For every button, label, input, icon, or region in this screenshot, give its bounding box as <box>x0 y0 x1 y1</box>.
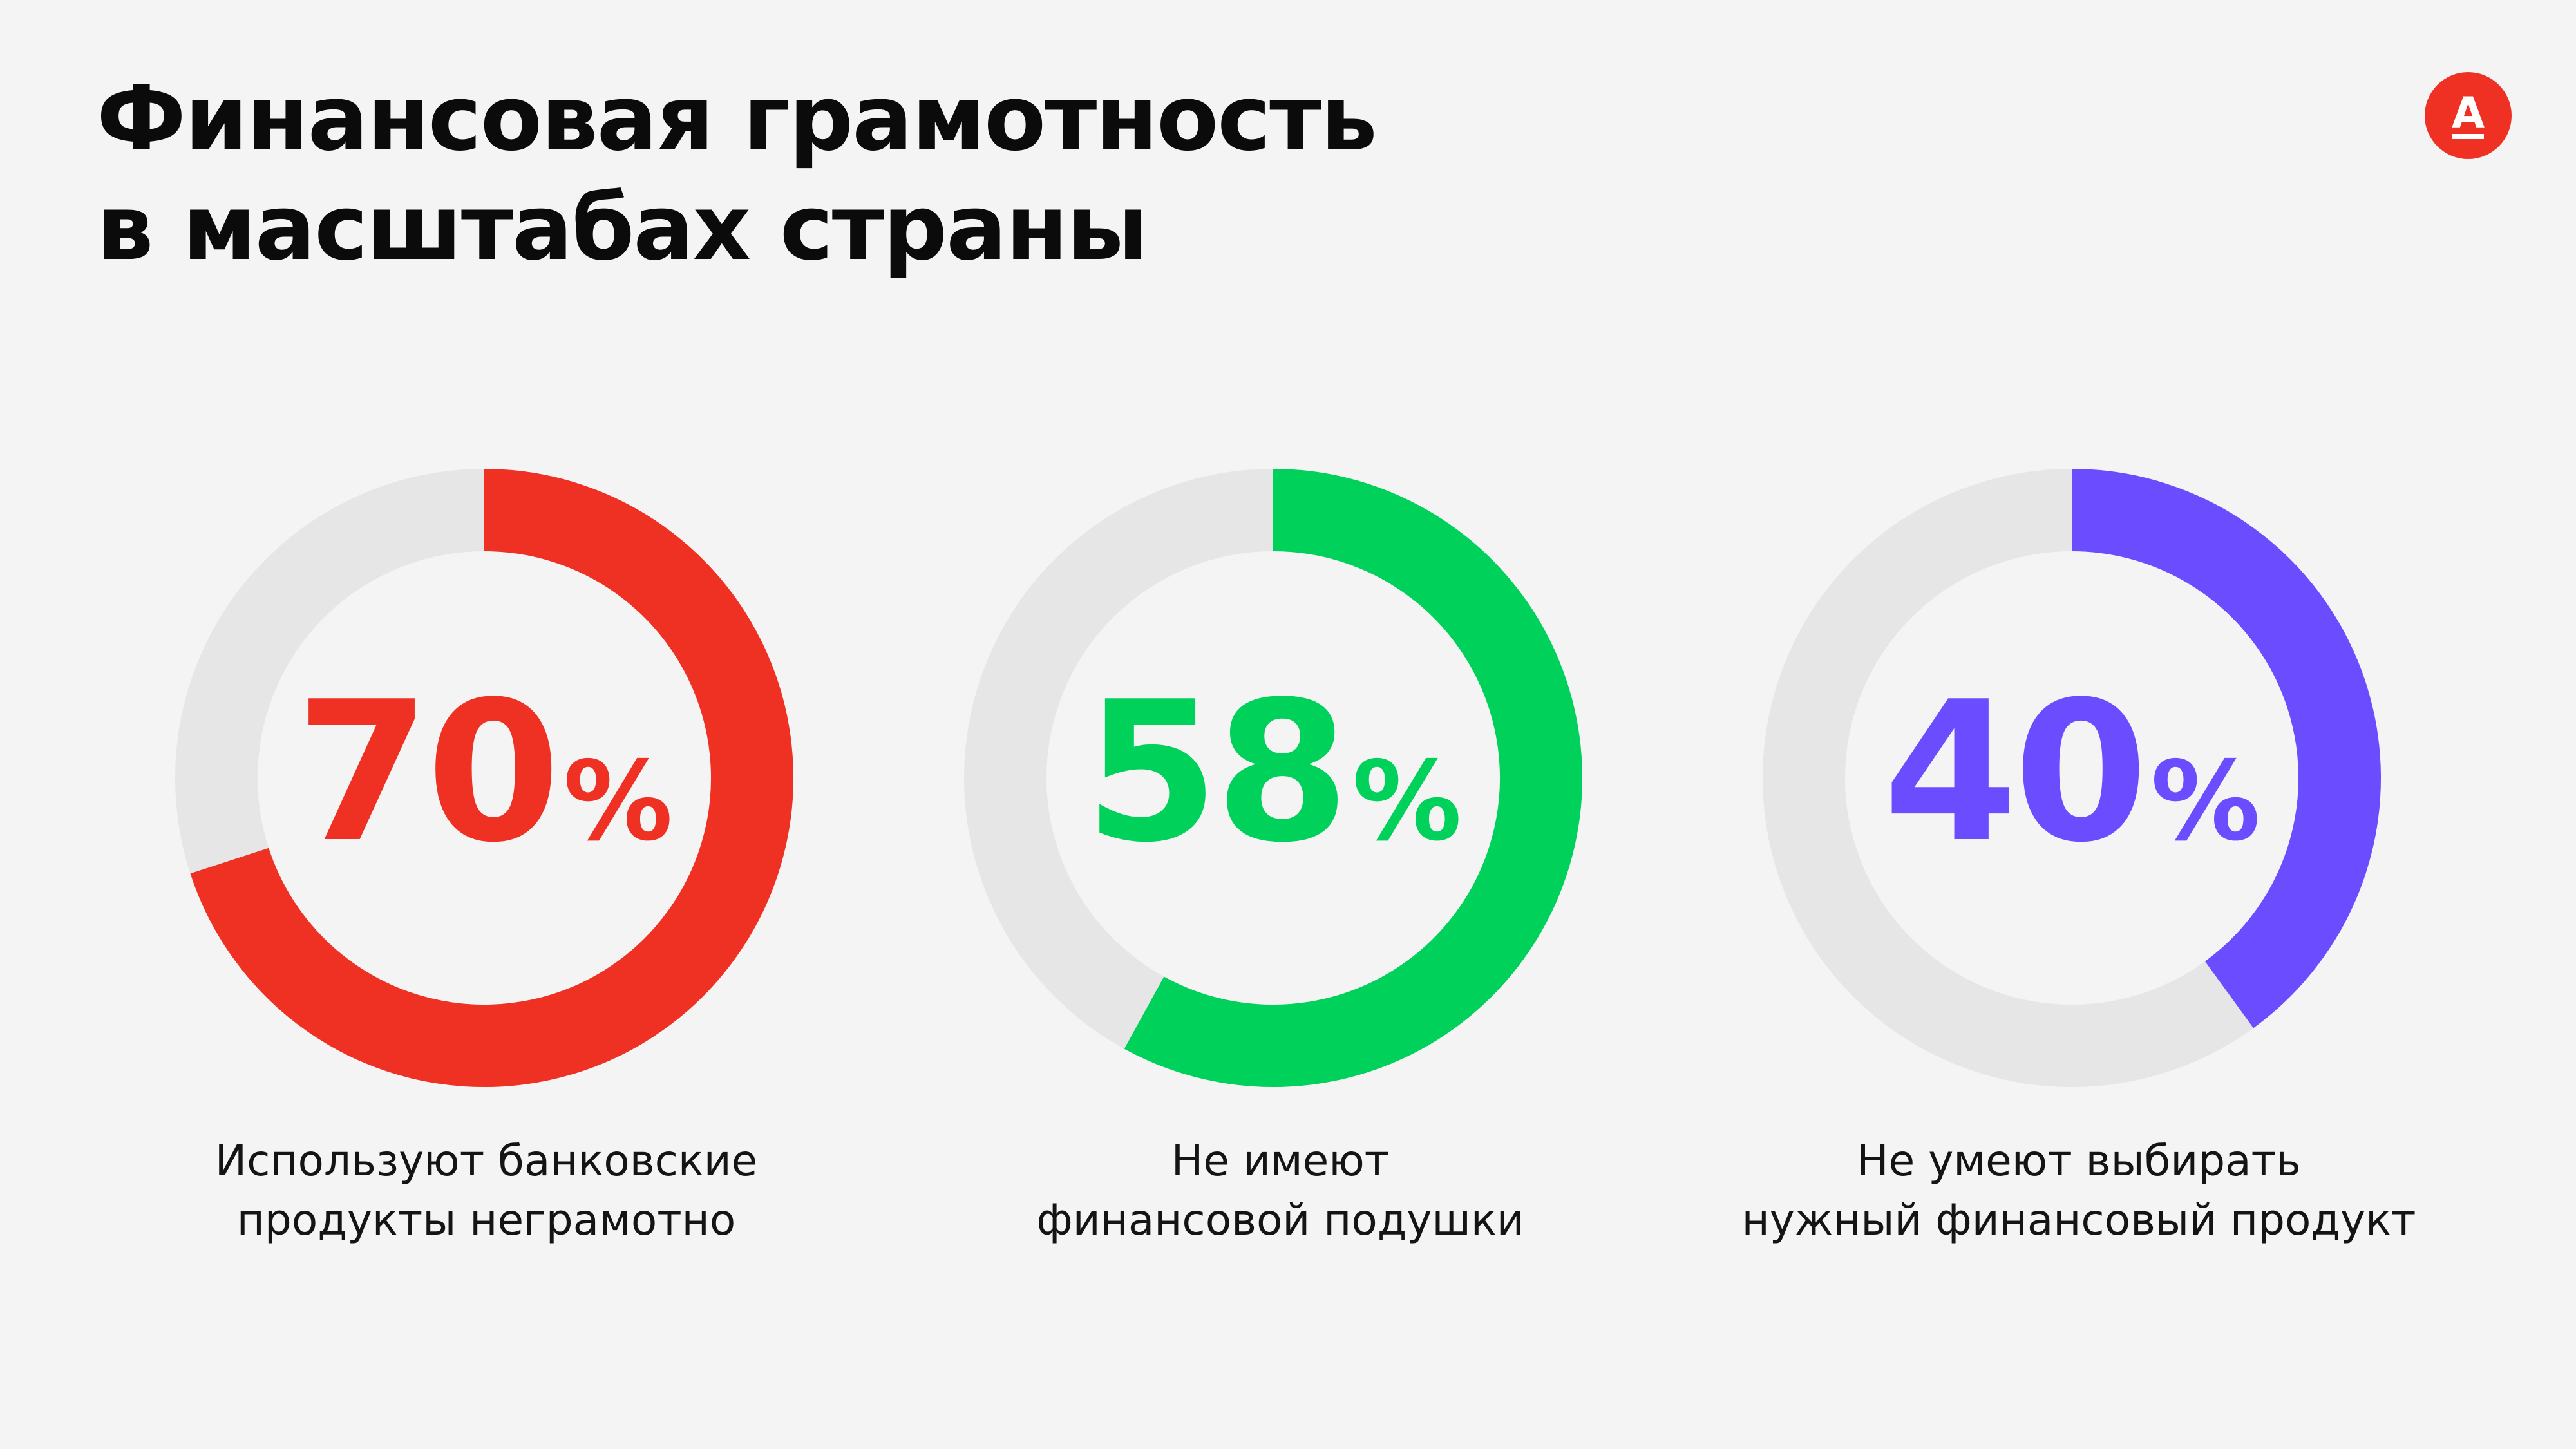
donut-chart-using-products: 70% <box>175 469 793 1087</box>
percent-sign: % <box>2151 738 2260 866</box>
donut-value-arc <box>190 469 793 1087</box>
percent-number: 40 <box>1883 660 2144 885</box>
logo-underline <box>2452 134 2484 139</box>
percent-sign: % <box>1352 738 1462 866</box>
donut-value-arc <box>1124 469 1582 1087</box>
logo-circle <box>2425 72 2512 159</box>
logo-glyph: А <box>2452 88 2485 138</box>
caption-line-2: финансовой подушки <box>1036 1195 1524 1245</box>
percent-number: 70 <box>296 660 556 885</box>
caption-line-1: Не умеют выбирать <box>1857 1136 2301 1186</box>
page-title: Финансовая грамотность в масштабах стран… <box>97 64 1378 283</box>
caption-line-2: продукты неграмотно <box>236 1195 736 1245</box>
chart-caption-cannot-choose: Не умеют выбирать нужный финансовый прод… <box>1692 1132 2465 1250</box>
donut-chart-cannot-choose: 40% <box>1763 469 2381 1087</box>
percent-number: 58 <box>1084 660 1345 885</box>
chart-caption-using-products: Используют банковские продукты неграмотн… <box>100 1132 873 1250</box>
alfa-bank-logo-icon: А <box>2425 72 2512 159</box>
percent-value: 58% <box>1084 660 1462 885</box>
title-line-2: в масштабах страны <box>97 176 1148 281</box>
caption-line-2: нужный финансовый продукт <box>1741 1195 2416 1245</box>
percent-value: 70% <box>296 660 673 885</box>
caption-line-1: Используют банковские <box>214 1136 758 1186</box>
donut-chart-no-cushion: 58% <box>964 469 1582 1087</box>
chart-caption-no-cushion: Не имеют финансовой подушки <box>894 1132 1667 1250</box>
caption-line-1: Не имеют <box>1171 1136 1390 1186</box>
title-line-1: Финансовая грамотность <box>97 66 1378 171</box>
percent-sign: % <box>564 738 673 866</box>
percent-value: 40% <box>1883 660 2260 885</box>
donut-value-arc <box>2071 469 2381 1028</box>
